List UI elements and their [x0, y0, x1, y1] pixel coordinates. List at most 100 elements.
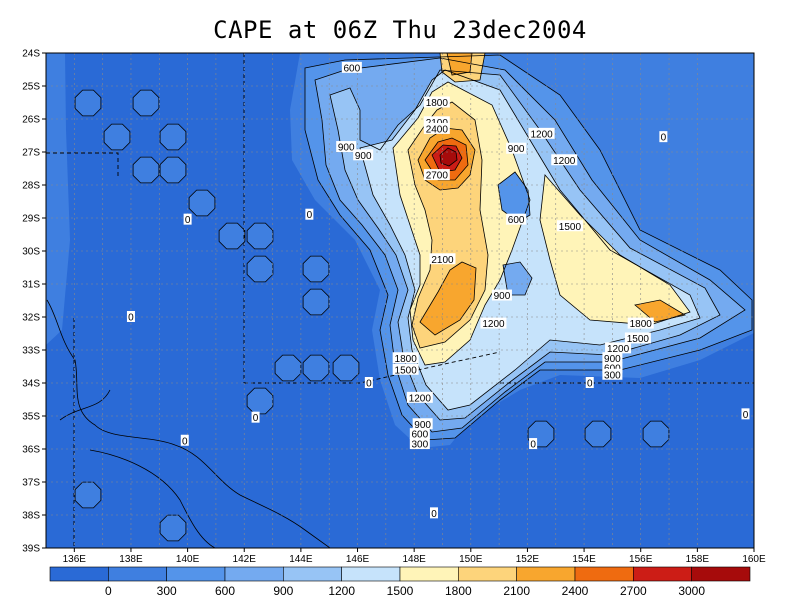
lat-tick-label: 36S [22, 445, 40, 456]
contour-label: 0 [182, 436, 188, 447]
lon-tick-label: 142E [233, 554, 257, 565]
contour-lines [304, 53, 753, 441]
contour-label: 1200 [409, 393, 432, 404]
lat-tick-label: 31S [22, 280, 40, 291]
lon-tick-label: 160E [742, 554, 766, 565]
contour-label: 2700 [426, 171, 449, 182]
contour-label: 900 [604, 354, 621, 365]
plot-frame [45, 52, 755, 549]
lon-tick-label: 138E [119, 554, 143, 565]
lon-tick-label: 150E [459, 554, 483, 565]
colorbar-swatch [633, 566, 692, 582]
cell-9 [246, 255, 274, 283]
colorbar-swatch [166, 566, 226, 582]
contour-label-bg [336, 141, 357, 153]
contour-label-bg [341, 61, 362, 73]
contour-band-18 [503, 262, 532, 295]
lat-tick-label: 39S [22, 544, 40, 555]
cell-17 [159, 514, 187, 542]
colorbar-label: 2400 [562, 584, 589, 598]
colorbar-swatch [49, 566, 109, 582]
contour-label-bg [605, 342, 632, 354]
contour-band-0 [46, 53, 70, 345]
contour-label: 1200 [553, 156, 576, 167]
contour-label-bg [491, 289, 512, 301]
lat-tick-label: 29S [22, 214, 40, 225]
colorbar-label: 300 [157, 584, 177, 598]
contour-label: 0 [587, 379, 593, 390]
contour-label: 0 [366, 379, 372, 390]
lon-tick-label: 144E [289, 554, 313, 565]
contour-label-bg [251, 411, 260, 423]
contour-label-bg [364, 377, 373, 388]
lat-tick-label: 34S [22, 379, 40, 390]
contour-label-bg [423, 116, 450, 128]
cell-2 [103, 123, 131, 151]
lat-tick-label: 30S [22, 247, 40, 258]
lat-tick-label: 37S [22, 478, 40, 489]
lat-axis: 24S 25S 26S 27S 28S 29S 30S 31S 32S 33S 34S 35S 36S 3… [22, 49, 46, 555]
contour-label: 0 [253, 413, 259, 424]
colorbar-swatch [108, 566, 167, 582]
contour-label: 1200 [482, 319, 505, 330]
lon-tick-label: 156E [629, 554, 653, 565]
contour-label-bg [423, 96, 450, 108]
contour-label: 1200 [530, 129, 553, 140]
contour-label-bg [429, 253, 456, 265]
lat-tick-label: 25S [22, 82, 40, 93]
lat-tick-label: 24S [22, 49, 40, 60]
contour-labels: 6001800210024009009002700120090012000006… [126, 61, 750, 520]
lat-tick-label: 38S [22, 511, 40, 522]
colorbar-label: 3000 [678, 584, 705, 598]
cell-19 [642, 420, 670, 448]
contour-label: 1800 [426, 98, 449, 109]
cell-3 [159, 123, 187, 151]
lon-axis: 136E 138E 140E 142E 144E 146E 148E 150E 152E 154E… [63, 548, 766, 565]
contour-label-bg [392, 363, 419, 375]
contour-band-16 [440, 148, 457, 166]
contour-band-17 [498, 172, 530, 222]
contour-label: 300 [411, 440, 428, 451]
cell-8 [218, 222, 246, 250]
lat-tick-label: 27S [22, 148, 40, 159]
contour-label-bg [305, 208, 314, 220]
lon-tick-label: 158E [686, 554, 710, 565]
contour-label-bg [409, 438, 430, 450]
colorbar-label: 2700 [620, 584, 647, 598]
cell-6 [188, 189, 216, 217]
colorbar-label: 1800 [445, 584, 472, 598]
cell-1 [132, 89, 160, 117]
cell-14 [332, 354, 360, 382]
cell-16 [74, 481, 102, 509]
contour-label-bg [183, 213, 192, 225]
lon-tick-label: 140E [176, 554, 200, 565]
colorbar-swatch [224, 566, 284, 582]
colorbar-label: 0 [105, 584, 112, 598]
lon-tick-label: 146E [346, 554, 370, 565]
contour-label-bg [406, 391, 433, 403]
contour-label-bg [585, 377, 594, 388]
lon-tick-label: 152E [516, 554, 540, 565]
cell-13 [302, 354, 330, 382]
contour-label: 1500 [395, 365, 418, 376]
lon-tick-label: 136E [63, 554, 87, 565]
contour-label-bg [624, 332, 651, 344]
contour-label: 0 [128, 313, 134, 324]
lat-tick-label: 32S [22, 313, 40, 324]
contour-label: 0 [743, 410, 749, 421]
contour-label: 1800 [395, 354, 418, 365]
grid-lines [46, 53, 754, 548]
contour-label-bg [180, 434, 189, 446]
contour-label: 600 [344, 63, 361, 74]
contour-label-bg [602, 368, 623, 380]
contour-label-bg [480, 317, 507, 329]
colorbar-label: 1200 [328, 584, 355, 598]
contour-label: 900 [355, 151, 372, 162]
contour-label: 0 [307, 210, 313, 221]
colorbar: 0 300 600 900 1200 1500 1800 2100 2400 2700 3000 [49, 566, 751, 598]
cell-18 [584, 420, 612, 448]
contour-label-bg [126, 311, 135, 322]
cell-11 [302, 288, 330, 316]
cell-10 [302, 255, 330, 283]
